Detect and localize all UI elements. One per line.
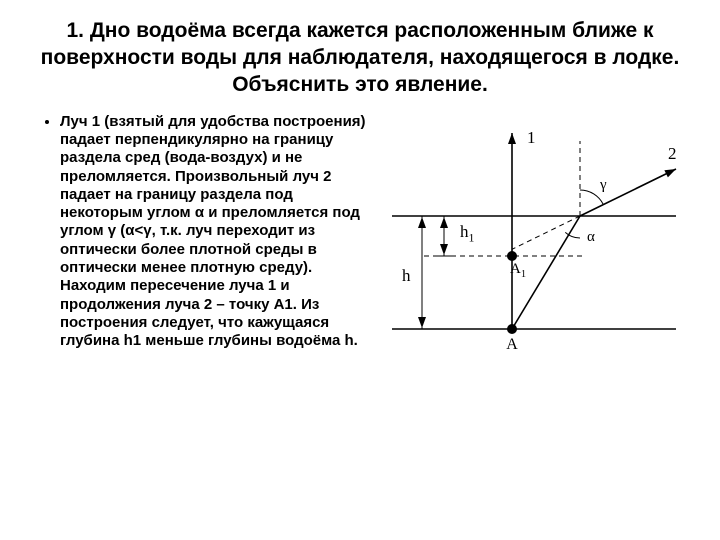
refraction-diagram: 1 2 h h1 α γ A A1 (384, 121, 684, 371)
svg-text:h1: h1 (460, 222, 475, 244)
svg-text:2: 2 (668, 144, 677, 163)
svg-text:A: A (506, 336, 518, 353)
bullet-list: Луч 1 (взятый для удобства построения) п… (34, 113, 366, 351)
svg-text:1: 1 (527, 128, 536, 147)
svg-text:α: α (587, 229, 595, 245)
figure-column: 1 2 h h1 α γ A A1 (384, 113, 686, 371)
svg-text:γ: γ (599, 177, 607, 193)
svg-text:A1: A1 (510, 261, 526, 280)
slide-title: 1. Дно водоёма всегда кажется расположен… (34, 18, 686, 99)
body-text: Луч 1 (взятый для удобства построения) п… (60, 113, 366, 351)
svg-text:h: h (402, 266, 411, 285)
content-row: Луч 1 (взятый для удобства построения) п… (34, 113, 686, 371)
text-column: Луч 1 (взятый для удобства построения) п… (34, 113, 366, 351)
